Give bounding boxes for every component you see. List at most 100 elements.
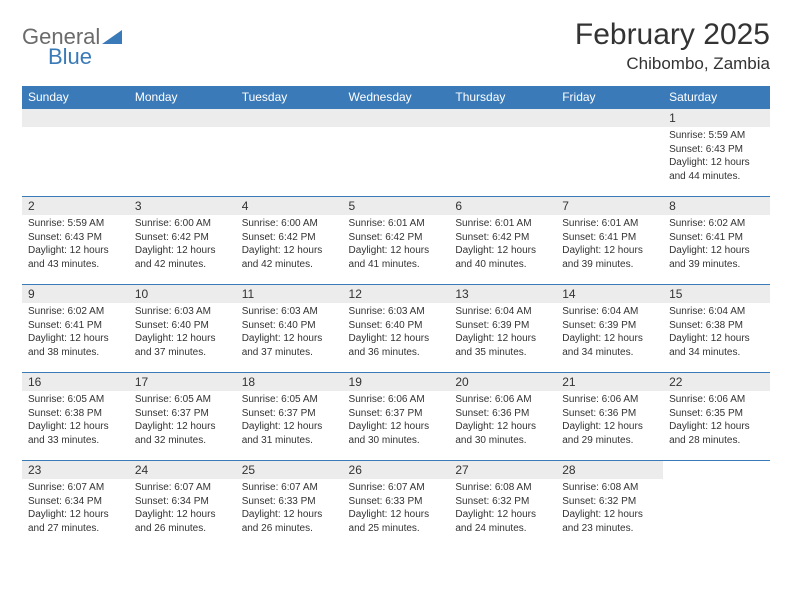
calendar-day-cell: 3Sunrise: 6:00 AMSunset: 6:42 PMDaylight… — [129, 197, 236, 285]
calendar-day-cell: 27Sunrise: 6:08 AMSunset: 6:32 PMDayligh… — [449, 461, 556, 549]
day-details: Sunrise: 6:08 AMSunset: 6:32 PMDaylight:… — [449, 479, 556, 541]
day-details: Sunrise: 6:01 AMSunset: 6:41 PMDaylight:… — [556, 215, 663, 277]
weekday-header: Monday — [129, 86, 236, 109]
day-number: 9 — [22, 285, 129, 303]
day-details: Sunrise: 6:00 AMSunset: 6:42 PMDaylight:… — [129, 215, 236, 277]
day-details: Sunrise: 6:06 AMSunset: 6:36 PMDaylight:… — [449, 391, 556, 453]
calendar-day-cell — [343, 109, 450, 197]
calendar-day-cell: 26Sunrise: 6:07 AMSunset: 6:33 PMDayligh… — [343, 461, 450, 549]
weekday-header: Thursday — [449, 86, 556, 109]
calendar-day-cell: 13Sunrise: 6:04 AMSunset: 6:39 PMDayligh… — [449, 285, 556, 373]
day-number: 26 — [343, 461, 450, 479]
day-details: Sunrise: 6:02 AMSunset: 6:41 PMDaylight:… — [22, 303, 129, 365]
day-details: Sunrise: 6:07 AMSunset: 6:34 PMDaylight:… — [22, 479, 129, 541]
logo: General Blue — [22, 18, 122, 70]
calendar-day-cell: 20Sunrise: 6:06 AMSunset: 6:36 PMDayligh… — [449, 373, 556, 461]
weekday-header: Wednesday — [343, 86, 450, 109]
calendar-day-cell: 23Sunrise: 6:07 AMSunset: 6:34 PMDayligh… — [22, 461, 129, 549]
day-details: Sunrise: 6:07 AMSunset: 6:33 PMDaylight:… — [236, 479, 343, 541]
calendar-day-cell: 28Sunrise: 6:08 AMSunset: 6:32 PMDayligh… — [556, 461, 663, 549]
day-details: Sunrise: 6:03 AMSunset: 6:40 PMDaylight:… — [129, 303, 236, 365]
day-number: 5 — [343, 197, 450, 215]
day-number: 17 — [129, 373, 236, 391]
day-details: Sunrise: 6:04 AMSunset: 6:39 PMDaylight:… — [556, 303, 663, 365]
calendar-day-cell: 21Sunrise: 6:06 AMSunset: 6:36 PMDayligh… — [556, 373, 663, 461]
calendar-day-cell: 25Sunrise: 6:07 AMSunset: 6:33 PMDayligh… — [236, 461, 343, 549]
day-number: 2 — [22, 197, 129, 215]
day-details: Sunrise: 6:00 AMSunset: 6:42 PMDaylight:… — [236, 215, 343, 277]
day-number: 27 — [449, 461, 556, 479]
calendar-day-cell: 8Sunrise: 6:02 AMSunset: 6:41 PMDaylight… — [663, 197, 770, 285]
calendar-week-row: 9Sunrise: 6:02 AMSunset: 6:41 PMDaylight… — [22, 285, 770, 373]
day-details: Sunrise: 6:07 AMSunset: 6:33 PMDaylight:… — [343, 479, 450, 541]
calendar-week-row: 2Sunrise: 5:59 AMSunset: 6:43 PMDaylight… — [22, 197, 770, 285]
header: General Blue February 2025 Chibombo, Zam… — [22, 18, 770, 74]
day-details: Sunrise: 6:04 AMSunset: 6:38 PMDaylight:… — [663, 303, 770, 365]
calendar-day-cell: 17Sunrise: 6:05 AMSunset: 6:37 PMDayligh… — [129, 373, 236, 461]
calendar-day-cell: 9Sunrise: 6:02 AMSunset: 6:41 PMDaylight… — [22, 285, 129, 373]
day-number: 4 — [236, 197, 343, 215]
calendar-day-cell: 1Sunrise: 5:59 AMSunset: 6:43 PMDaylight… — [663, 109, 770, 197]
calendar-week-row: 23Sunrise: 6:07 AMSunset: 6:34 PMDayligh… — [22, 461, 770, 549]
calendar-day-cell — [663, 461, 770, 549]
calendar-day-cell: 16Sunrise: 6:05 AMSunset: 6:38 PMDayligh… — [22, 373, 129, 461]
day-number: 19 — [343, 373, 450, 391]
day-details: Sunrise: 6:06 AMSunset: 6:36 PMDaylight:… — [556, 391, 663, 453]
month-title: February 2025 — [575, 18, 770, 52]
calendar-day-cell: 14Sunrise: 6:04 AMSunset: 6:39 PMDayligh… — [556, 285, 663, 373]
day-details: Sunrise: 6:05 AMSunset: 6:37 PMDaylight:… — [129, 391, 236, 453]
day-number: 11 — [236, 285, 343, 303]
day-number: 20 — [449, 373, 556, 391]
weekday-header: Tuesday — [236, 86, 343, 109]
calendar-day-cell: 7Sunrise: 6:01 AMSunset: 6:41 PMDaylight… — [556, 197, 663, 285]
day-number: 28 — [556, 461, 663, 479]
day-details: Sunrise: 5:59 AMSunset: 6:43 PMDaylight:… — [663, 127, 770, 189]
calendar-day-cell: 12Sunrise: 6:03 AMSunset: 6:40 PMDayligh… — [343, 285, 450, 373]
day-details: Sunrise: 6:02 AMSunset: 6:41 PMDaylight:… — [663, 215, 770, 277]
day-number: 12 — [343, 285, 450, 303]
day-details: Sunrise: 6:04 AMSunset: 6:39 PMDaylight:… — [449, 303, 556, 365]
calendar-day-cell: 18Sunrise: 6:05 AMSunset: 6:37 PMDayligh… — [236, 373, 343, 461]
day-number: 3 — [129, 197, 236, 215]
calendar-week-row: 16Sunrise: 6:05 AMSunset: 6:38 PMDayligh… — [22, 373, 770, 461]
weekday-header: Sunday — [22, 86, 129, 109]
day-details: Sunrise: 6:06 AMSunset: 6:37 PMDaylight:… — [343, 391, 450, 453]
calendar-day-cell — [556, 109, 663, 197]
title-block: February 2025 Chibombo, Zambia — [575, 18, 770, 74]
day-details: Sunrise: 6:01 AMSunset: 6:42 PMDaylight:… — [449, 215, 556, 277]
day-number: 18 — [236, 373, 343, 391]
logo-triangle-icon — [102, 30, 122, 49]
empty-day — [449, 109, 556, 127]
day-number: 21 — [556, 373, 663, 391]
empty-day — [236, 109, 343, 127]
calendar-day-cell: 2Sunrise: 5:59 AMSunset: 6:43 PMDaylight… — [22, 197, 129, 285]
calendar-body: 1Sunrise: 5:59 AMSunset: 6:43 PMDaylight… — [22, 109, 770, 549]
day-details: Sunrise: 5:59 AMSunset: 6:43 PMDaylight:… — [22, 215, 129, 277]
calendar-day-cell: 6Sunrise: 6:01 AMSunset: 6:42 PMDaylight… — [449, 197, 556, 285]
calendar-day-cell — [129, 109, 236, 197]
day-number: 15 — [663, 285, 770, 303]
day-number: 23 — [22, 461, 129, 479]
weekday-header: Friday — [556, 86, 663, 109]
day-number: 6 — [449, 197, 556, 215]
day-details: Sunrise: 6:01 AMSunset: 6:42 PMDaylight:… — [343, 215, 450, 277]
day-details: Sunrise: 6:06 AMSunset: 6:35 PMDaylight:… — [663, 391, 770, 453]
location: Chibombo, Zambia — [575, 54, 770, 74]
day-details: Sunrise: 6:08 AMSunset: 6:32 PMDaylight:… — [556, 479, 663, 541]
day-number: 10 — [129, 285, 236, 303]
day-details: Sunrise: 6:03 AMSunset: 6:40 PMDaylight:… — [236, 303, 343, 365]
calendar-day-cell — [236, 109, 343, 197]
weekday-header-row: SundayMondayTuesdayWednesdayThursdayFrid… — [22, 86, 770, 109]
empty-day — [556, 109, 663, 127]
calendar-day-cell: 19Sunrise: 6:06 AMSunset: 6:37 PMDayligh… — [343, 373, 450, 461]
calendar-day-cell: 4Sunrise: 6:00 AMSunset: 6:42 PMDaylight… — [236, 197, 343, 285]
day-number: 13 — [449, 285, 556, 303]
calendar-day-cell: 11Sunrise: 6:03 AMSunset: 6:40 PMDayligh… — [236, 285, 343, 373]
day-number: 22 — [663, 373, 770, 391]
calendar-day-cell: 24Sunrise: 6:07 AMSunset: 6:34 PMDayligh… — [129, 461, 236, 549]
day-details: Sunrise: 6:03 AMSunset: 6:40 PMDaylight:… — [343, 303, 450, 365]
empty-day — [22, 109, 129, 127]
day-number: 16 — [22, 373, 129, 391]
weekday-header: Saturday — [663, 86, 770, 109]
day-number: 8 — [663, 197, 770, 215]
